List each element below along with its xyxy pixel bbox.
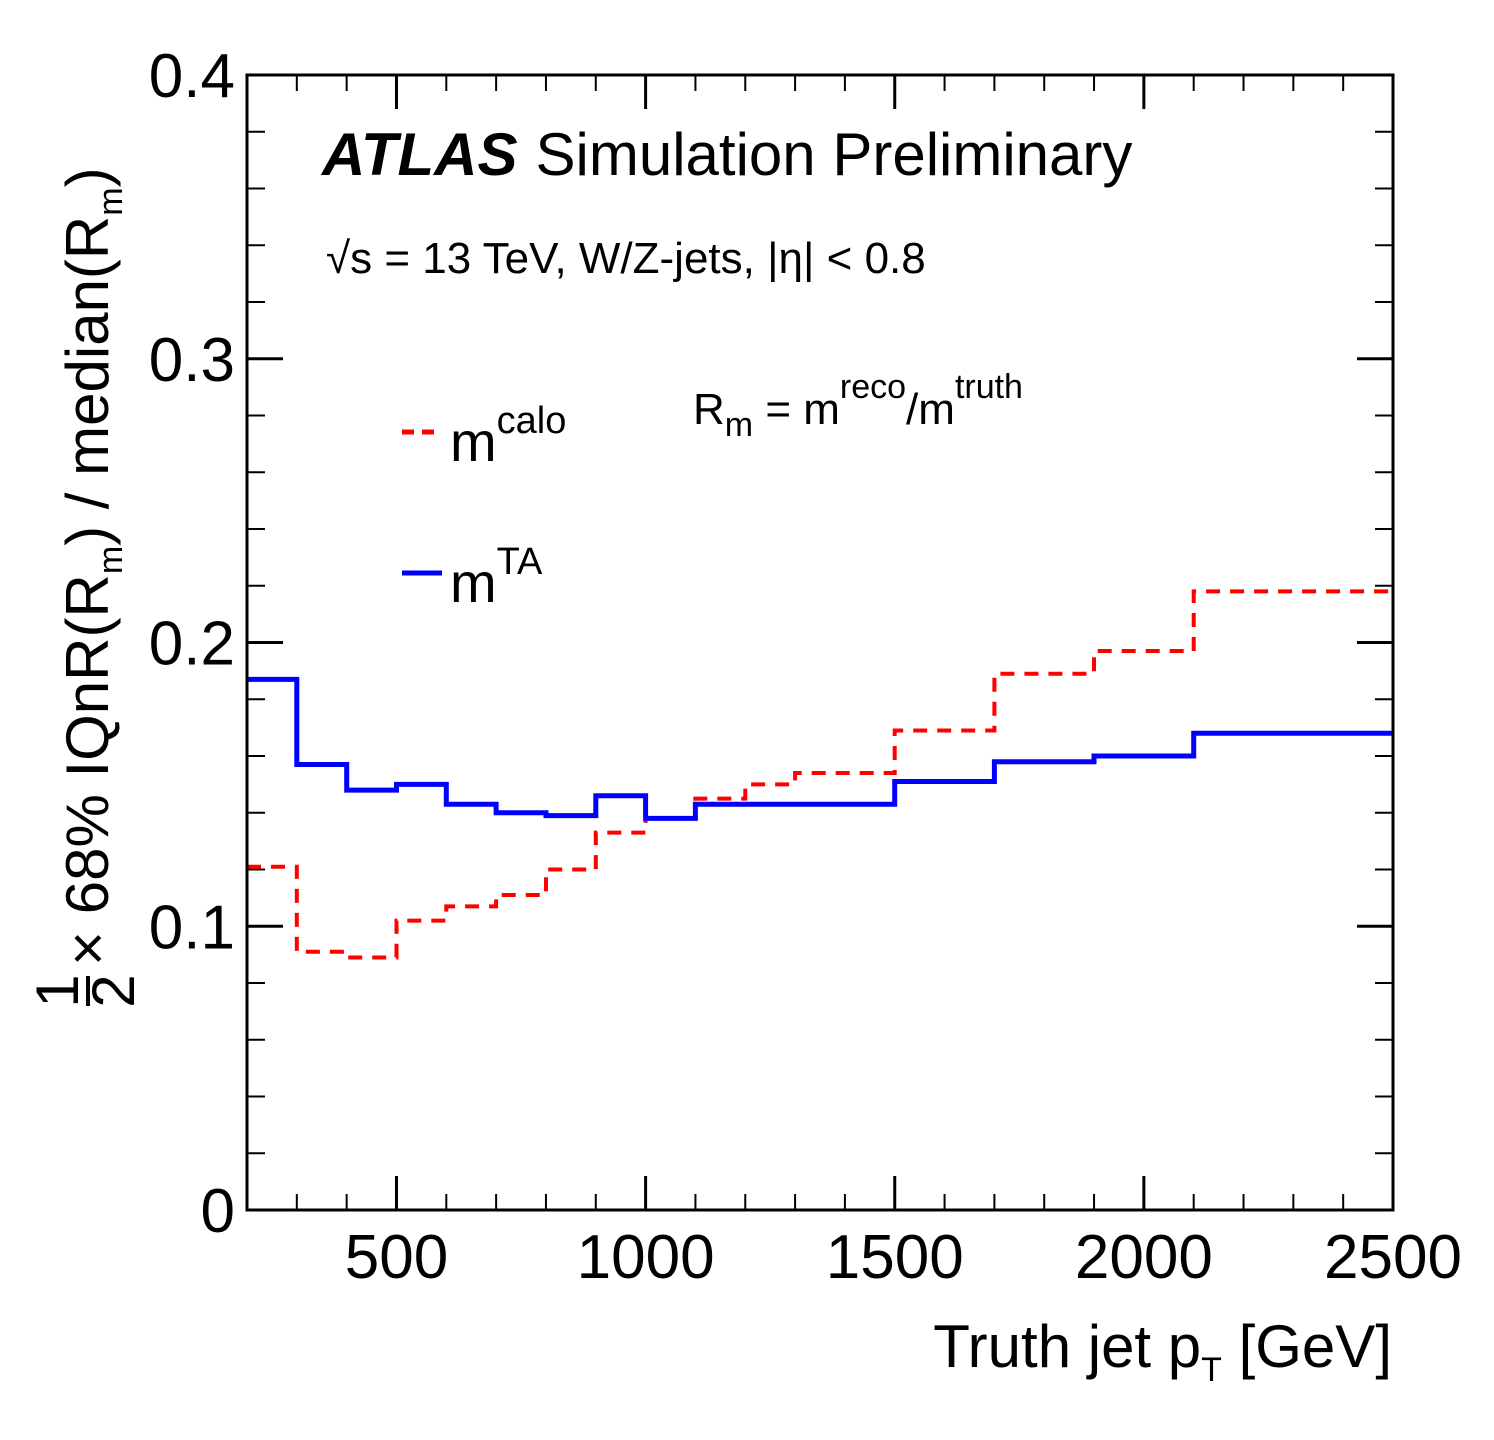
rm-definition: Rm = mreco/mtruth [693, 368, 1023, 444]
y-axis-fraction-numerator: 1 [24, 974, 91, 1007]
y-axis-fraction-denominator: 2 [80, 974, 147, 1007]
y-tick-label: 0 [201, 1177, 235, 1246]
conditions-label: √s = 13 TeV, W/Z-jets, |η| < 0.8 [326, 234, 926, 283]
legend-label-calo: mcalo [450, 400, 566, 473]
y-tick-label: 0.3 [149, 326, 235, 395]
y-tick-label: 0.1 [149, 893, 235, 962]
y-tick-label: 0.2 [149, 610, 235, 679]
atlas-label: ATLAS Simulation Preliminary [320, 121, 1132, 188]
x-tick-label: 1000 [577, 1223, 715, 1292]
x-tick-label: 2000 [1075, 1223, 1213, 1292]
series-layer [247, 589, 1393, 960]
x-tick-label: 1500 [826, 1223, 964, 1292]
legend: mcalo mTA [402, 400, 566, 614]
legend-label-ta: mTA [450, 541, 543, 614]
x-axis-title: Truth jet pT [GeV] [933, 1313, 1392, 1389]
plot-frame [245, 73, 1395, 1212]
y-axis-title: 1 2 × 68% IQnR(Rm) / median(Rm) [24, 167, 147, 1007]
x-tick-labels: 500 1000 1500 2000 2500 [345, 1223, 1462, 1292]
series-line-ta [247, 676, 1393, 821]
x-tick-label: 2500 [1324, 1223, 1462, 1292]
y-axis-title-text: × 68% IQnR(Rm) / median(Rm) [54, 167, 130, 966]
minor-ticks [247, 75, 1393, 1210]
series-line-calo [247, 589, 1393, 960]
x-tick-label: 500 [345, 1223, 448, 1292]
y-tick-labels: 0 0.1 0.2 0.3 0.4 [149, 42, 235, 1246]
y-tick-label: 0.4 [149, 42, 235, 111]
